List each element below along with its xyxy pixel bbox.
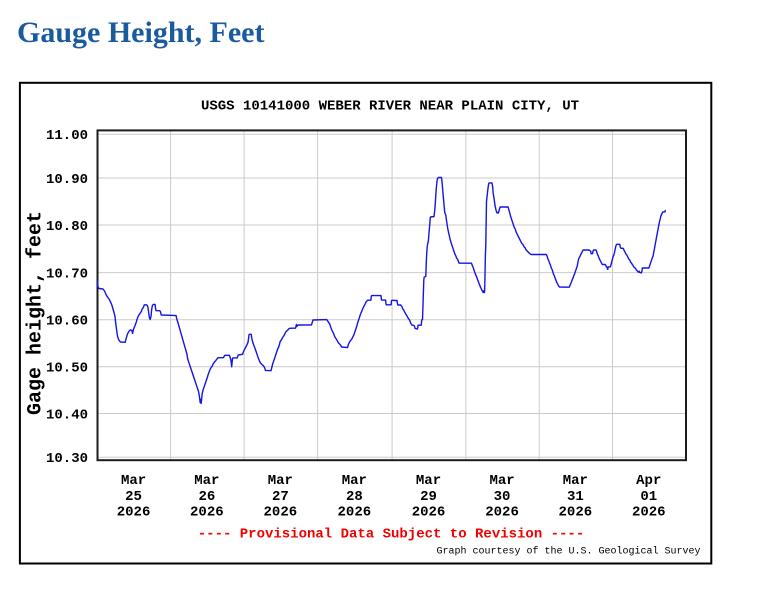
svg-text:USGS 10141000 WEBER RIVER NEAR: USGS 10141000 WEBER RIVER NEAR PLAIN CIT… — [201, 99, 579, 115]
svg-text:Mar: Mar — [342, 473, 367, 489]
svg-text:Mar: Mar — [268, 473, 293, 489]
svg-text:10.60: 10.60 — [46, 314, 88, 330]
svg-text:10.70: 10.70 — [46, 266, 88, 282]
svg-text:10.90: 10.90 — [46, 172, 88, 188]
svg-text:11.00: 11.00 — [46, 128, 88, 144]
svg-text:Mar: Mar — [489, 473, 514, 489]
svg-text:2026: 2026 — [264, 505, 298, 521]
svg-text:Mar: Mar — [416, 473, 441, 489]
svg-text:10.50: 10.50 — [46, 361, 88, 377]
svg-text:2026: 2026 — [338, 505, 372, 521]
svg-text:2026: 2026 — [632, 505, 666, 521]
svg-text:Gage height, feet: Gage height, feet — [25, 211, 48, 415]
svg-text:Mar: Mar — [194, 473, 219, 489]
svg-text:2026: 2026 — [485, 505, 519, 521]
svg-text:28: 28 — [346, 489, 363, 505]
svg-text:Apr: Apr — [636, 473, 661, 489]
svg-text:01: 01 — [640, 489, 657, 505]
svg-text:27: 27 — [272, 489, 289, 505]
svg-text:26: 26 — [198, 489, 215, 505]
svg-text:2026: 2026 — [117, 505, 151, 521]
svg-text:2026: 2026 — [412, 505, 446, 521]
svg-text:25: 25 — [125, 489, 142, 505]
svg-text:---- Provisional Data Subject: ---- Provisional Data Subject to Revisio… — [198, 527, 584, 543]
svg-text:10.80: 10.80 — [46, 219, 88, 235]
svg-text:31: 31 — [567, 489, 584, 505]
svg-text:2026: 2026 — [190, 505, 224, 521]
svg-text:29: 29 — [420, 489, 437, 505]
svg-text:Mar: Mar — [121, 473, 146, 489]
svg-text:Graph courtesy of the U.S. Geo: Graph courtesy of the U.S. Geological Su… — [436, 546, 700, 558]
svg-text:10.40: 10.40 — [46, 407, 88, 423]
svg-text:Mar: Mar — [563, 473, 588, 489]
svg-text:10.30: 10.30 — [46, 451, 88, 467]
svg-text:30: 30 — [494, 489, 511, 505]
svg-text:2026: 2026 — [559, 505, 593, 521]
